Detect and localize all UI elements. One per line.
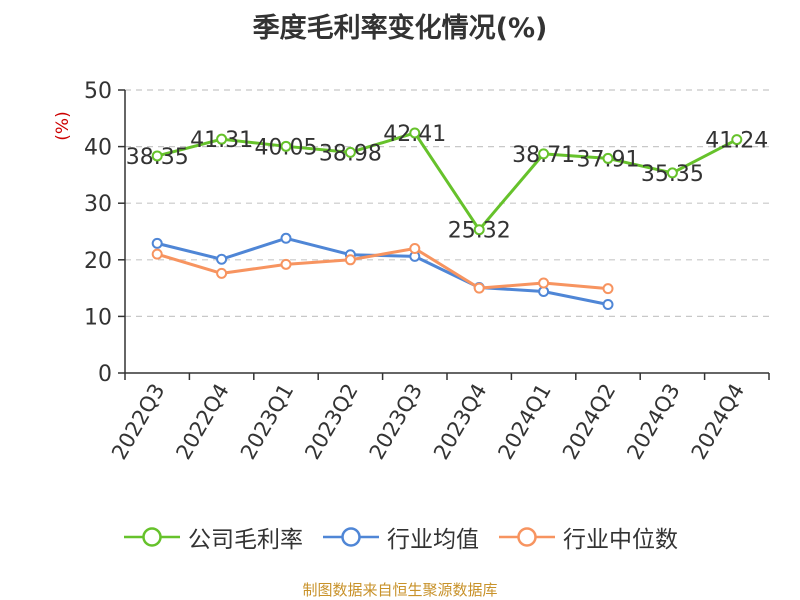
series-line [155, 246, 610, 291]
data-point [280, 232, 292, 244]
legend-marker-icon [499, 527, 555, 547]
data-label: 41.31 [190, 128, 253, 153]
data-label: 35.35 [641, 162, 704, 187]
data-label: 41.24 [705, 129, 768, 154]
legend-label: 行业均值 [387, 527, 479, 553]
data-point [602, 283, 614, 295]
x-tick-label: 2024Q4 [687, 380, 749, 464]
data-point [216, 253, 228, 265]
data-point [216, 267, 228, 279]
data-point [473, 282, 485, 294]
legend: 公司毛利率 行业均值 行业中位数 [0, 520, 800, 554]
y-tick-label: 0 [98, 362, 112, 387]
legend-circle [142, 527, 162, 547]
data-point [216, 133, 228, 145]
data-point [344, 146, 356, 158]
data-label: 38.71 [512, 143, 575, 168]
legend-item[interactable]: 行业中位数 [497, 520, 678, 554]
grid-lines [125, 89, 769, 317]
y-tick-label: 30 [84, 192, 112, 217]
y-axis-unit-label: (%) [53, 111, 73, 140]
y-tick-label: 10 [84, 305, 112, 330]
legend-circle [341, 527, 361, 547]
legend-marker-icon [323, 527, 379, 547]
x-tick-label: 2023Q4 [429, 380, 491, 464]
data-point [280, 258, 292, 270]
data-point [280, 140, 292, 152]
x-tick-label: 2024Q3 [622, 380, 684, 464]
y-tick-label: 40 [84, 136, 112, 161]
legend-item[interactable]: 公司毛利率 [122, 520, 303, 554]
x-tick-label: 2024Q1 [493, 380, 555, 464]
data-point [473, 224, 485, 236]
data-point [409, 242, 421, 254]
legend-label: 行业中位数 [563, 527, 678, 553]
data-point [409, 127, 421, 139]
data-point [666, 167, 678, 179]
data-point [151, 150, 163, 162]
legend-item[interactable]: 行业均值 [321, 520, 479, 554]
data-label: 40.05 [255, 135, 318, 160]
chart-title: 季度毛利率变化情况(%) [252, 13, 548, 44]
data-point [151, 237, 163, 249]
x-tick-label: 2024Q2 [558, 380, 620, 464]
data-label: 37.91 [577, 147, 640, 172]
data-label: 38.35 [126, 145, 189, 170]
source-note: 制图数据来自恒生聚源数据库 [302, 581, 498, 599]
x-tick-label: 2022Q4 [171, 380, 233, 464]
x-tick-label: 2023Q2 [300, 380, 362, 464]
legend-label: 公司毛利率 [188, 527, 303, 553]
x-tick-label: 2023Q3 [365, 380, 427, 464]
y-tick-label: 20 [84, 249, 112, 274]
data-point [602, 299, 614, 311]
y-tick-label: 50 [84, 79, 112, 104]
data-label: 38.98 [319, 141, 382, 166]
x-tick-label: 2022Q3 [107, 380, 169, 464]
legend-marker-icon [124, 527, 180, 547]
data-label: 42.41 [383, 122, 446, 147]
data-point [602, 152, 614, 164]
data-point [151, 248, 163, 260]
series-line [155, 131, 739, 232]
data-point [731, 134, 743, 146]
data-point [538, 148, 550, 160]
legend-circle [517, 527, 537, 547]
data-point [344, 254, 356, 266]
data-label: 25.32 [448, 219, 511, 244]
data-point [538, 277, 550, 289]
series-lines [151, 127, 743, 311]
x-tick-label: 2023Q1 [236, 380, 298, 464]
